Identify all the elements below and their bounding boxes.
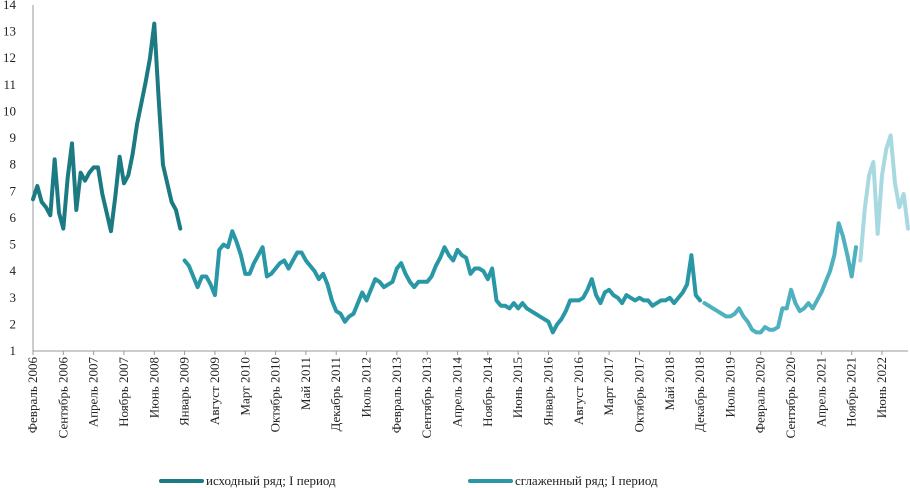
- y-tick-label: 11: [3, 77, 16, 92]
- y-tick-label: 12: [3, 50, 16, 65]
- y-tick-label: 3: [10, 290, 17, 305]
- x-tick-label: Февраль 2020: [753, 357, 768, 433]
- x-tick-label: Сентябрь 2006: [55, 357, 70, 439]
- x-tick-label: Февраль 2013: [389, 357, 404, 433]
- x-tick-label: Сентябрь 2020: [783, 357, 798, 438]
- series-line-4: [858, 133, 910, 263]
- series-line-1: [31, 21, 183, 234]
- x-tick-label: Октябрь 2017: [631, 357, 646, 433]
- x-tick-label: Декабрь 2018: [692, 357, 707, 432]
- legend-label-2: сглаженный ряд; I период: [515, 473, 658, 488]
- y-tick-label: 8: [10, 157, 17, 172]
- y-tick-label: 5: [10, 237, 17, 252]
- x-tick-label: Август 2016: [571, 357, 586, 426]
- x-tick-label: Ноябрь 2007: [116, 357, 131, 427]
- x-tick-label: Июнь 2022: [874, 357, 889, 418]
- y-tick-label: 9: [10, 130, 17, 145]
- x-tick-label: Апрель 2014: [450, 357, 465, 428]
- x-tick-label: Ноябрь 2021: [844, 357, 859, 427]
- legend-label-1: исходный ряд; I период: [206, 473, 336, 488]
- x-tick-label: Октябрь 2010: [268, 357, 283, 432]
- x-tick-label: Сентябрь 2013: [419, 357, 434, 438]
- x-tick-label: Август 2009: [207, 357, 222, 425]
- x-tick-label: Февраль 2006: [25, 357, 40, 434]
- x-tick-label: Декабрь 2011: [328, 357, 343, 432]
- y-tick-label: 6: [10, 210, 17, 225]
- x-tick-label: Март 2017: [601, 357, 616, 416]
- x-tick-label: Июнь 2008: [146, 357, 161, 418]
- x-tick-label: Март 2010: [237, 357, 252, 416]
- x-tick-label: Апрель 2021: [813, 357, 828, 427]
- y-tick-label: 4: [10, 263, 17, 278]
- y-tick-label: 7: [10, 183, 17, 198]
- y-tick-label: 10: [3, 103, 16, 118]
- x-tick-label: Ноябрь 2014: [480, 357, 495, 427]
- x-tick-label: Апрель 2007: [86, 357, 101, 428]
- y-tick-label: 2: [10, 316, 17, 331]
- y-tick-label: 14: [3, 0, 17, 12]
- x-tick-label: Июль 2019: [722, 357, 737, 417]
- x-tick-label: Май 2018: [662, 357, 677, 411]
- series-line-2: [182, 229, 703, 335]
- series-line-3: [702, 221, 859, 335]
- x-tick-label: Июнь 2015: [510, 357, 525, 418]
- x-tick-label: Июль 2012: [359, 357, 374, 417]
- x-tick-label: Январь 2016: [540, 357, 555, 427]
- y-tick-label: 1: [10, 343, 17, 358]
- x-tick-label: Май 2011: [298, 357, 313, 410]
- y-tick-label: 13: [3, 24, 16, 39]
- x-tick-label: Январь 2009: [177, 357, 192, 426]
